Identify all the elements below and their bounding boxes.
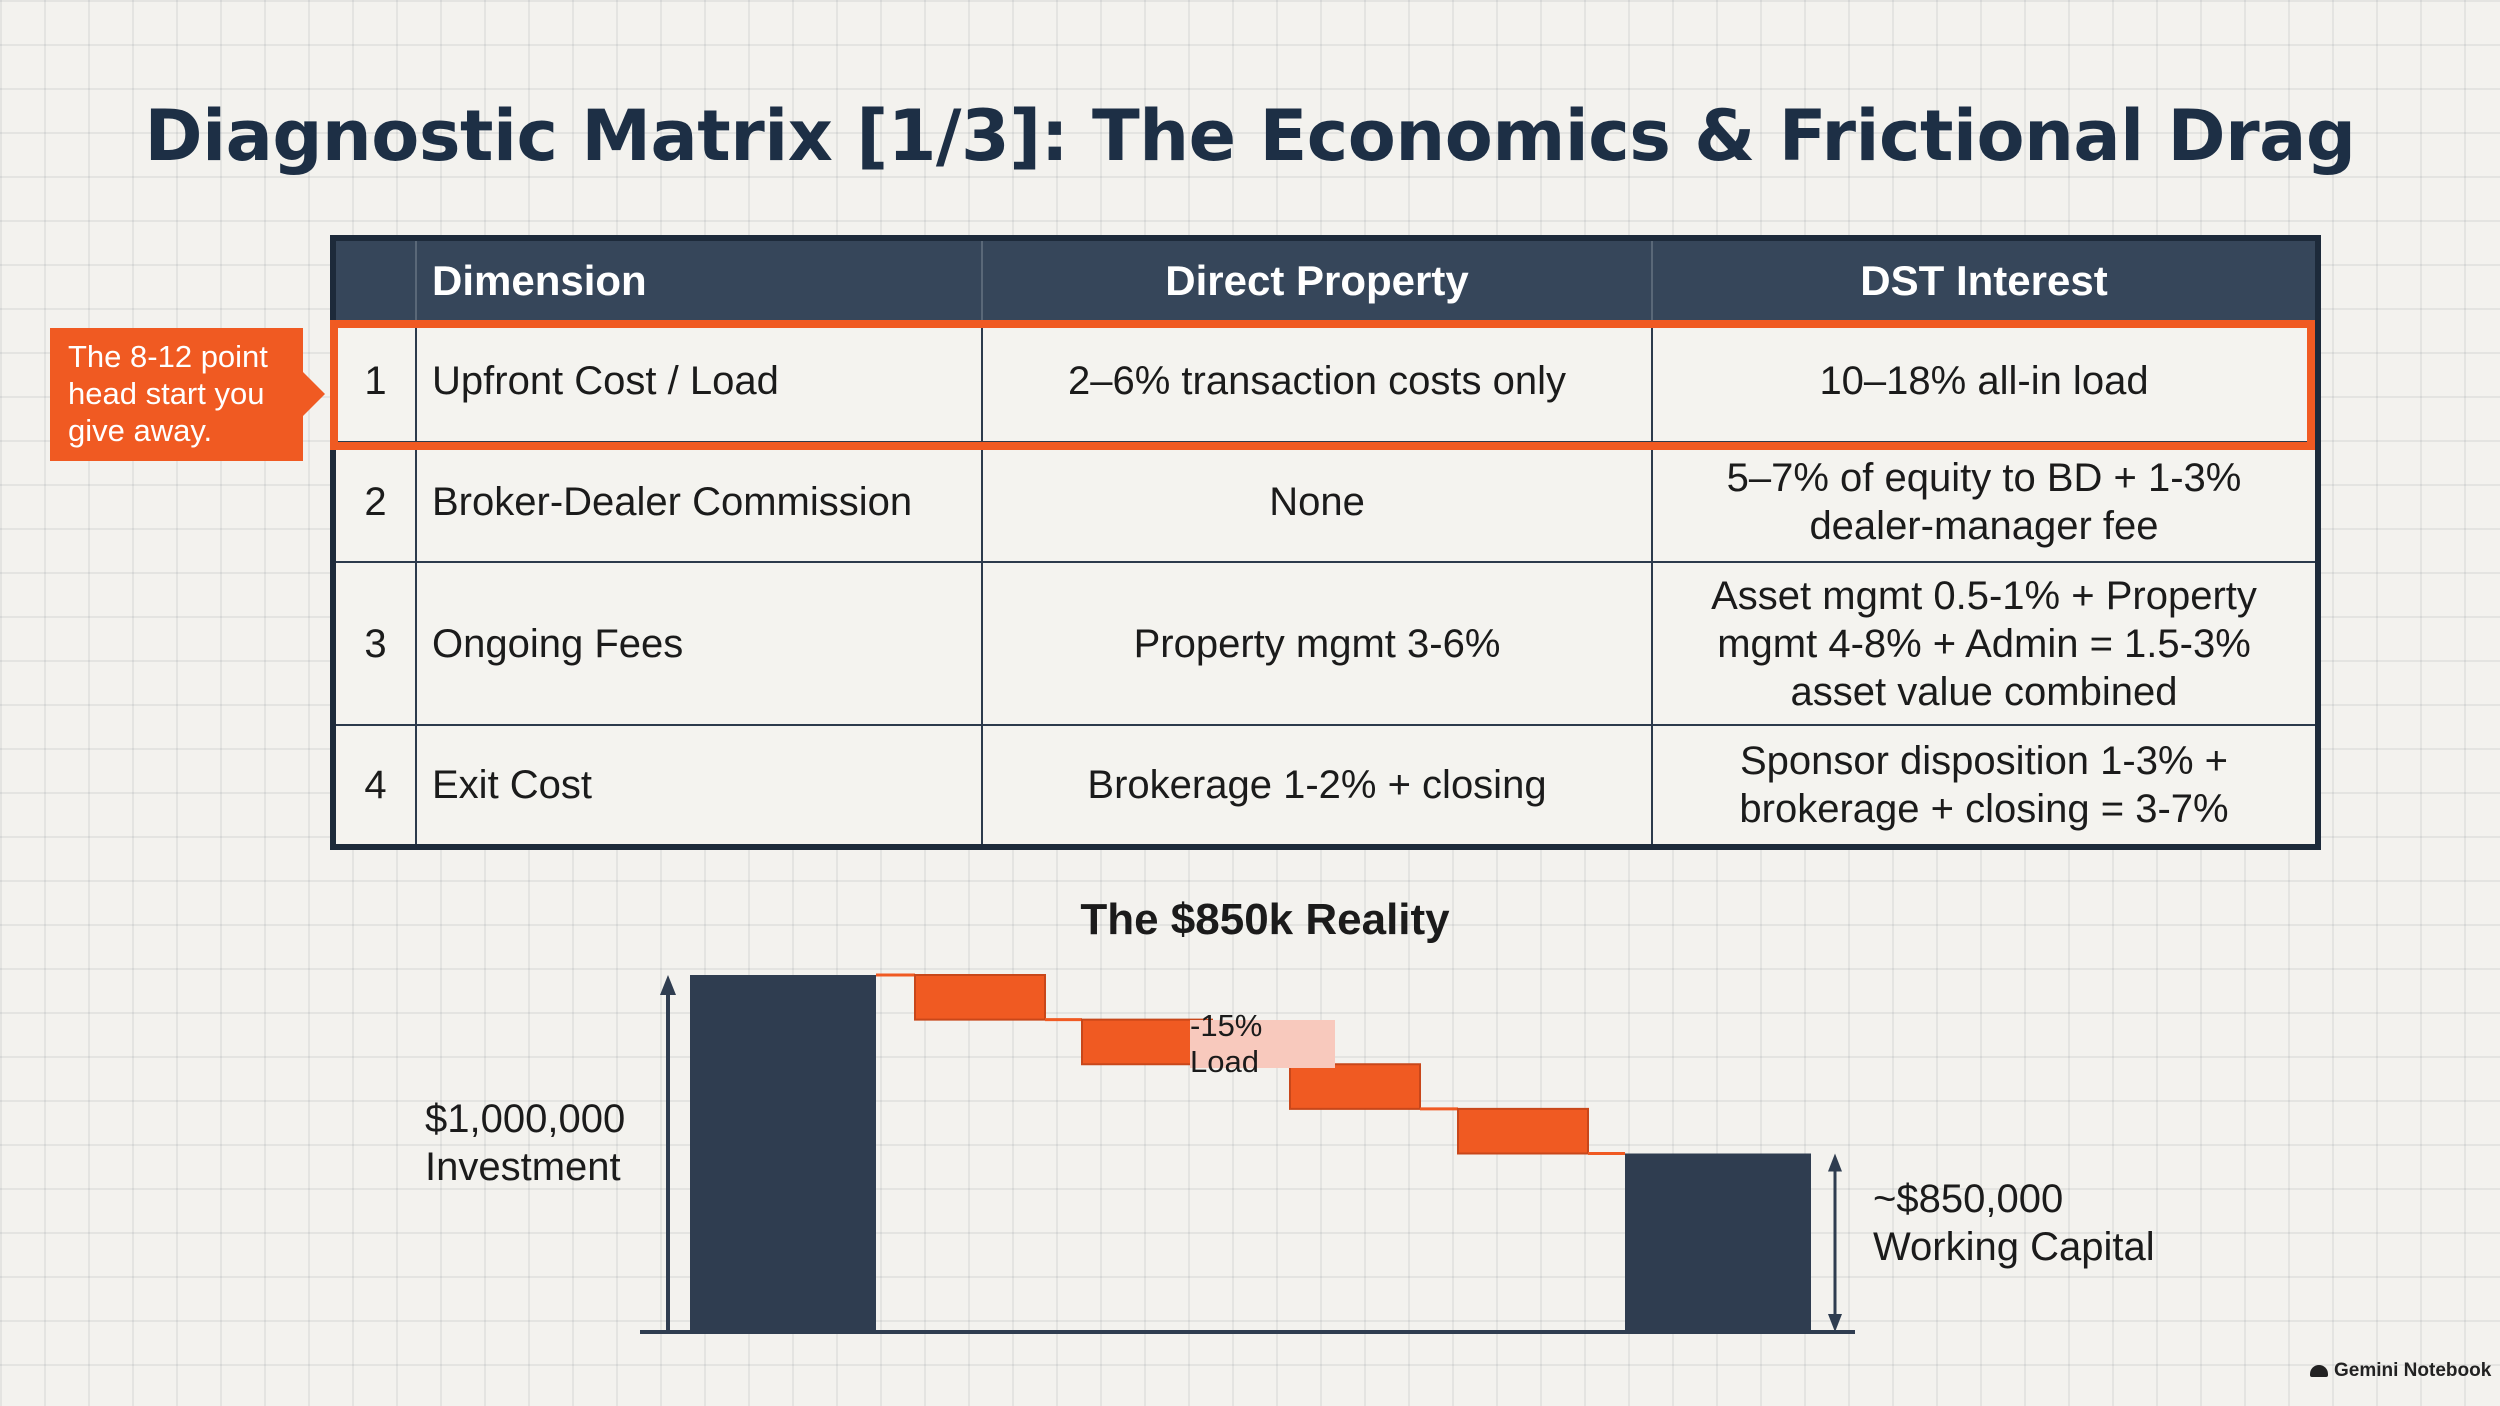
row-dimension: Exit Cost <box>416 724 983 847</box>
row-number: 3 <box>333 562 417 726</box>
row-dimension: Broker-Dealer Commission <box>416 442 983 564</box>
left-axis-arrowhead <box>660 975 676 995</box>
table-header-row: Dimension Direct Property DST Interest <box>333 238 2319 321</box>
diagnostic-matrix-table: Dimension Direct Property DST Interest 1… <box>330 235 2321 850</box>
row-direct-property: Brokerage 1-2% + closing <box>982 724 1653 847</box>
end-label: ~$850,000 Working Capital <box>1873 1175 2155 1271</box>
row-direct-property: 2–6% transaction costs only <box>982 321 1653 444</box>
start-bar <box>690 975 876 1332</box>
start-amount: $1,000,000 <box>425 1097 626 1141</box>
table-row: 2 Broker-Dealer Commission None 5–7% of … <box>333 442 2319 564</box>
row-dst-interest: 10–18% all-in load <box>1652 321 2319 444</box>
table-row: 1 Upfront Cost / Load 2–6% transaction c… <box>333 321 2319 444</box>
row-highlight-box <box>330 320 2315 450</box>
row-direct-property: None <box>982 442 1653 564</box>
row-direct-property: Property mgmt 3-6% <box>982 562 1653 726</box>
callout-box: The 8-12 point head start you give away. <box>50 328 303 461</box>
header-number <box>333 238 417 321</box>
slide-title: Diagnostic Matrix [1/3]: The Economics &… <box>144 95 2356 177</box>
end-bar <box>1625 1153 1811 1332</box>
table-row: 4 Exit Cost Brokerage 1-2% + closing Spo… <box>333 724 2319 847</box>
right-arrowhead-top <box>1828 1153 1842 1172</box>
chart-title: The $850k Reality <box>1080 895 1450 944</box>
header-direct-property: Direct Property <box>982 238 1653 321</box>
row-dst-interest: 5–7% of equity to BD + 1-3% dealer-manag… <box>1652 442 2319 564</box>
end-amount: ~$850,000 <box>1873 1177 2064 1221</box>
watermark: Gemini Notebook <box>2310 1360 2491 1382</box>
load-step-bar <box>1457 1107 1589 1155</box>
row-number: 4 <box>333 724 417 847</box>
table-row: 3 Ongoing Fees Property mgmt 3-6% Asset … <box>333 562 2319 726</box>
load-step-bar <box>1289 1063 1421 1110</box>
header-dimension: Dimension <box>416 238 983 321</box>
row-dimension: Ongoing Fees <box>416 562 983 726</box>
row-number: 1 <box>333 321 417 444</box>
row-dst-interest: Asset mgmt 0.5-1% + Property mgmt 4-8% +… <box>1652 562 2319 726</box>
start-text: Investment <box>425 1145 621 1189</box>
right-arrowhead-bottom <box>1828 1314 1842 1332</box>
watermark-text: Gemini Notebook <box>2334 1360 2492 1381</box>
row-dimension: Upfront Cost / Load <box>416 321 983 444</box>
row-number: 2 <box>333 442 417 564</box>
callout-arrow <box>303 372 325 416</box>
start-label: $1,000,000 Investment <box>425 1095 625 1191</box>
row-dst-interest: Sponsor disposition 1-3% + brokerage + c… <box>1652 724 2319 847</box>
load-step-bar <box>914 974 1046 1021</box>
header-dst-interest: DST Interest <box>1652 238 2319 321</box>
notebook-logo-icon <box>2310 1365 2328 1377</box>
load-annotation: -15% Load <box>1190 1008 1335 1079</box>
end-text: Working Capital <box>1873 1225 2155 1269</box>
